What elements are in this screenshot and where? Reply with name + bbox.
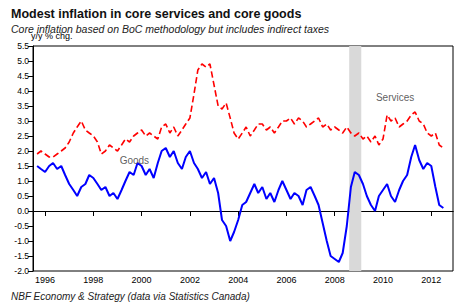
svg-text:2.5: 2.5 xyxy=(17,131,29,141)
svg-text:2012: 2012 xyxy=(421,275,441,285)
svg-text:3.5: 3.5 xyxy=(17,101,29,111)
svg-text:-1.0: -1.0 xyxy=(14,236,29,246)
svg-text:Core inflation based on BoC me: Core inflation based on BoC methodology … xyxy=(11,23,330,35)
svg-text:-0.5: -0.5 xyxy=(14,221,29,231)
svg-text:0.5: 0.5 xyxy=(17,191,29,201)
svg-text:Modest inflation in core servi: Modest inflation in core services and co… xyxy=(11,7,301,21)
svg-text:2002: 2002 xyxy=(180,275,200,285)
svg-text:5.5: 5.5 xyxy=(17,41,29,51)
svg-text:NBF Economy & Strategy (data v: NBF Economy & Strategy (data via Statist… xyxy=(11,291,250,302)
svg-text:1.0: 1.0 xyxy=(17,176,29,186)
svg-text:-2.0: -2.0 xyxy=(14,266,29,276)
svg-text:Services: Services xyxy=(376,92,414,103)
svg-text:0.0: 0.0 xyxy=(17,206,29,216)
svg-text:1.5: 1.5 xyxy=(17,161,29,171)
svg-text:y/y % chg.: y/y % chg. xyxy=(31,30,73,41)
svg-text:2008: 2008 xyxy=(325,275,345,285)
svg-text:2000: 2000 xyxy=(132,275,152,285)
svg-text:-1.5: -1.5 xyxy=(14,251,29,261)
svg-text:3.0: 3.0 xyxy=(17,116,29,126)
svg-text:2004: 2004 xyxy=(228,275,248,285)
svg-text:1996: 1996 xyxy=(35,275,55,285)
svg-text:2.0: 2.0 xyxy=(17,146,29,156)
svg-text:5.0: 5.0 xyxy=(17,56,29,66)
svg-text:1998: 1998 xyxy=(83,275,103,285)
svg-text:Goods: Goods xyxy=(120,155,149,166)
svg-text:2006: 2006 xyxy=(276,275,296,285)
svg-text:4.5: 4.5 xyxy=(17,71,29,81)
svg-text:2010: 2010 xyxy=(373,275,393,285)
svg-text:4.0: 4.0 xyxy=(17,86,29,96)
